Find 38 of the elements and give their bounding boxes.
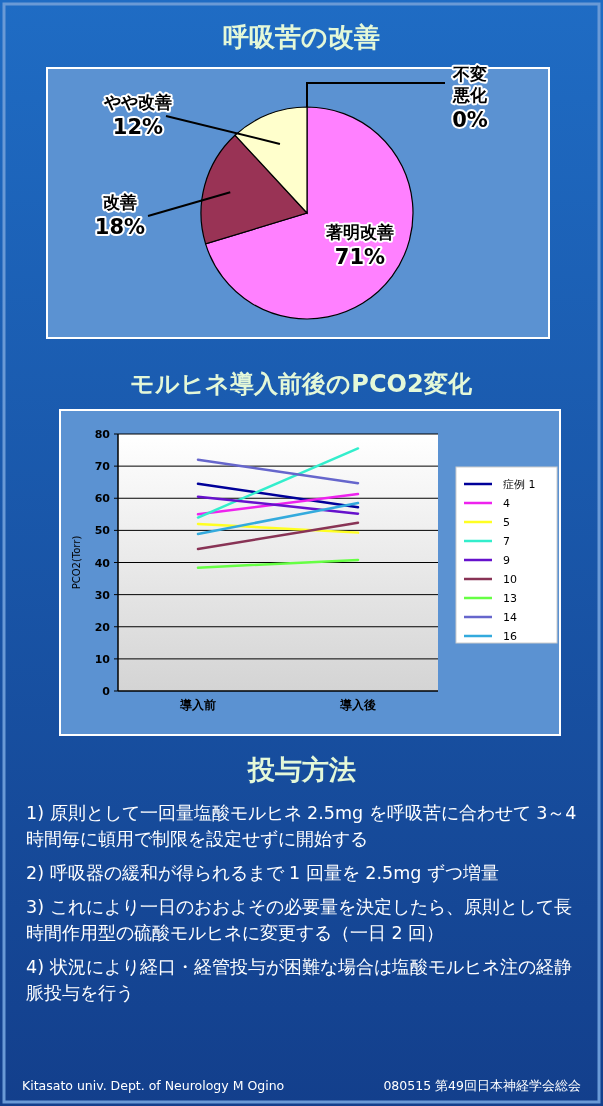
chart-title: 呼吸苦の改善 (222, 22, 380, 52)
category-label: 不変悪化 (453, 64, 487, 105)
y-tick-label: 0 (102, 685, 111, 698)
data-label: 71% (334, 245, 386, 269)
x-tick-label: 導入前 (179, 698, 216, 712)
chart-title: モルヒネ導入前後のPCO2変化 (130, 370, 473, 398)
legend-label: 4 (503, 497, 510, 510)
text: Kitasato univ. Dept. of Neurology M Ogino (22, 1078, 285, 1095)
y-tick-label: 80 (94, 428, 111, 441)
y-tick-label: 70 (94, 460, 111, 474)
y-tick-label: 10 (94, 652, 111, 666)
legend-label: 症例 1 (503, 478, 536, 491)
legend-label: 9 (503, 554, 510, 567)
y-axis-title: PCO2(Torr) (71, 535, 82, 590)
x-tick-label: 導入後 (339, 698, 376, 712)
legend-label: 14 (503, 611, 517, 624)
legend-label: 7 (503, 535, 510, 548)
legend-label: 13 (503, 592, 517, 605)
y-tick-label: 40 (94, 556, 111, 570)
slice-label: 著明改善 (325, 222, 394, 242)
text: 0% (452, 108, 488, 132)
data-label: 12% (112, 115, 164, 139)
y-tick-label: 60 (94, 492, 111, 506)
text: 080515 第49回日本神経学会総会 (383, 1078, 581, 1095)
slice-label: やや改善 (103, 92, 172, 112)
y-tick-label: 30 (94, 588, 111, 602)
y-tick-label: 50 (94, 524, 111, 538)
legend-label: 10 (503, 573, 517, 586)
y-tick-label: 20 (94, 620, 111, 634)
text: 3) これにより一日のおおよその必要量を決定したら、原則として長時間作用型の硫酸モルヒネに変更する（一日 2 回） (26, 896, 573, 945)
legend-label: 16 (503, 630, 517, 643)
text: 投与方法 (246, 753, 357, 787)
legend-label: 5 (503, 516, 510, 529)
data-label: 18% (94, 215, 146, 239)
text: 2) 呼吸器の緩和が得られるまで 1 回量を 2.5mg ずつ増量 (26, 862, 500, 885)
text: 1) 原則として一回量塩酸モルヒネ 2.5mg を呼吸苦に合わせて 3～4 時間毎に頓用で制限を設定せずに開始する (26, 802, 578, 851)
text: 4) 状況により経口・経管投与が困難な場合は塩酸モルヒネ注の経静脈投与を行う (26, 956, 573, 1005)
slice-label: 改善 (103, 192, 137, 212)
